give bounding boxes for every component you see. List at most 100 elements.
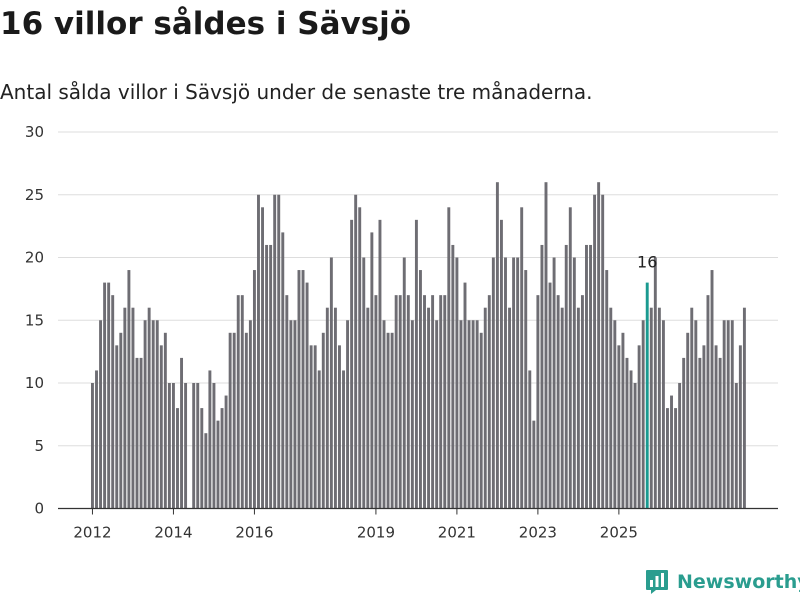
bar [682,357,686,509]
bar [516,257,520,509]
bar [155,320,159,509]
bar [585,244,588,509]
bar [572,257,576,509]
bar [661,320,665,509]
bar [653,257,657,509]
bar [633,383,637,509]
x-tick-label: 2021 [438,524,476,542]
bar [544,182,548,509]
bar [406,295,410,509]
bar [184,383,188,509]
bar [252,270,256,509]
bar [115,345,119,509]
bar [520,207,524,509]
x-tick-label: 2025 [600,524,638,542]
bar [273,194,277,509]
bar [609,307,613,509]
bar [402,257,406,509]
bar [738,345,742,509]
bar [702,345,706,509]
bar [629,370,633,509]
bar [95,370,98,509]
bar [714,345,718,509]
bar [540,244,544,509]
bar [479,332,483,509]
bar [382,320,386,509]
bar [99,320,103,509]
bar [163,332,167,509]
bar [200,408,204,509]
bar [224,395,228,509]
bar [508,307,512,509]
bar [143,320,147,509]
bar [678,383,682,509]
bar [277,194,281,509]
bar [269,244,273,509]
bar [556,295,560,509]
bar [378,219,382,509]
bar [528,370,532,509]
bar [354,194,358,509]
bar [350,219,354,509]
bar [730,320,734,509]
bar [240,295,244,509]
bar [552,257,556,509]
bar [289,320,293,509]
bar [216,420,220,509]
bar [726,320,730,509]
bar [621,332,625,509]
bar-chart-speech-bubble-icon [646,570,668,594]
bar [690,307,694,509]
bar [196,383,200,509]
page-title: 16 villor såldes i Sävsjö [0,6,412,42]
x-tick-label: 2023 [519,524,557,542]
bar [467,320,471,509]
bar [589,244,592,509]
bar [601,194,605,509]
bar [499,219,503,509]
bar [123,307,127,509]
bar [649,307,653,509]
bar [333,307,337,509]
bar [281,232,285,509]
bar [694,320,698,509]
bar [637,345,641,509]
page-subtitle: Antal sålda villor i Sävsjö under de sen… [0,80,593,104]
bar [374,295,378,509]
bar [504,257,507,509]
x-tick-label: 2014 [154,524,192,542]
bar [475,320,479,509]
bar [171,383,175,509]
bar [670,395,673,509]
bar [342,370,345,509]
bar [742,307,746,509]
y-tick-label: 0 [34,500,44,518]
bar [495,182,499,509]
bar [536,295,540,509]
y-tick-label: 30 [25,123,44,141]
bar [135,357,139,509]
bar [597,182,601,509]
bar [471,320,475,509]
bar [366,307,370,509]
bar [560,307,564,509]
y-tick-label: 20 [25,249,44,267]
bar [204,433,208,509]
bar [455,257,459,509]
bar [564,244,568,509]
bar [261,207,264,509]
bar [159,345,163,509]
bar [208,370,212,509]
bar [641,320,645,509]
bar [414,219,418,509]
bar [524,270,528,509]
bar [119,332,123,509]
bar [625,357,629,509]
bar [362,257,366,509]
bar [228,332,232,509]
bar [313,345,317,509]
bar [321,332,325,509]
bar [459,320,463,509]
bar [423,295,426,509]
